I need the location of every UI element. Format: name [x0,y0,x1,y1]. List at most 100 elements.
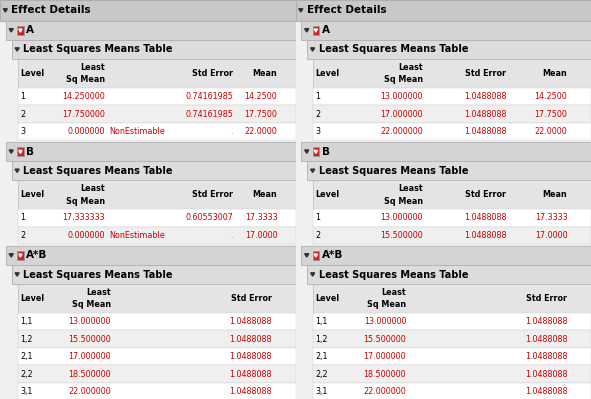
Bar [313,284,591,313]
Polygon shape [305,254,309,257]
Bar [18,59,296,88]
Text: Least: Least [80,184,105,193]
Text: 14.2500: 14.2500 [245,92,277,101]
Bar [0,0,296,21]
Text: 17.7500: 17.7500 [245,110,277,119]
Text: Effect Details: Effect Details [11,5,91,16]
Bar [17,251,24,260]
Text: Sq Mean: Sq Mean [384,75,423,84]
Bar [313,251,319,260]
Text: Least: Least [86,288,111,296]
Text: 1.0488088: 1.0488088 [525,352,567,361]
Text: 14.2500: 14.2500 [534,92,567,101]
Text: B: B [26,146,34,157]
Text: Level: Level [20,294,44,303]
Bar [313,88,591,105]
Text: 2,2: 2,2 [20,370,33,379]
Polygon shape [15,48,19,51]
Bar [307,40,591,59]
Polygon shape [298,9,303,12]
Text: 1.0488088: 1.0488088 [525,387,567,396]
Text: 1: 1 [20,213,25,222]
Polygon shape [19,150,22,153]
Bar [12,265,296,284]
Polygon shape [311,169,314,172]
Bar [18,88,296,105]
Text: 17.3333: 17.3333 [535,213,567,222]
Polygon shape [4,9,7,12]
Text: Least Squares Means Table: Least Squares Means Table [319,166,468,176]
Text: Level: Level [316,69,340,78]
Polygon shape [15,273,19,276]
Text: A: A [322,25,330,36]
Bar [313,26,319,35]
Polygon shape [314,29,317,32]
Bar [313,123,591,140]
Text: 1: 1 [316,92,320,101]
Text: 3,1: 3,1 [316,387,328,396]
Bar [18,365,296,383]
Text: 17.7500: 17.7500 [534,110,567,119]
Bar [313,383,591,399]
Text: Std Error: Std Error [231,294,272,303]
Bar [18,383,296,399]
Text: Least Squares Means Table: Least Squares Means Table [319,269,468,280]
Text: A*B: A*B [322,250,343,261]
Text: A: A [26,25,34,36]
Text: 3: 3 [20,127,25,136]
Bar [301,21,591,40]
Text: 1.0488088: 1.0488088 [229,370,272,379]
Polygon shape [9,254,13,257]
Text: 1,2: 1,2 [20,335,33,344]
Text: Sq Mean: Sq Mean [66,75,105,84]
Text: Sq Mean: Sq Mean [367,300,406,309]
Bar [313,227,591,244]
Bar [313,365,591,383]
Text: 0.74161985: 0.74161985 [185,92,233,101]
Polygon shape [311,273,314,276]
Text: 18.500000: 18.500000 [363,370,406,379]
Text: 1: 1 [316,213,320,222]
Text: 17.000000: 17.000000 [68,352,111,361]
Text: Least: Least [398,184,423,193]
Text: 3: 3 [316,127,320,136]
Text: Mean: Mean [252,69,277,78]
Text: 0.60553007: 0.60553007 [185,213,233,222]
Text: 1.0488088: 1.0488088 [525,335,567,344]
Text: 1,1: 1,1 [20,317,33,326]
Polygon shape [15,169,19,172]
Text: 22.000000: 22.000000 [363,387,406,396]
Text: 15.500000: 15.500000 [68,335,111,344]
Text: Level: Level [20,69,44,78]
Text: Least: Least [398,63,423,71]
Bar [18,180,296,209]
Text: 1.0488088: 1.0488088 [464,231,506,240]
Bar [18,313,296,330]
Text: 1.0488088: 1.0488088 [464,127,506,136]
Text: NonEstimable: NonEstimable [109,127,165,136]
Polygon shape [314,254,317,257]
Bar [301,142,591,161]
Text: Least: Least [80,63,105,71]
Text: Sq Mean: Sq Mean [72,300,111,309]
Text: 17.750000: 17.750000 [62,110,105,119]
Text: 0.000000: 0.000000 [67,231,105,240]
Text: 13.000000: 13.000000 [363,317,406,326]
Text: Level: Level [20,190,44,199]
Text: 1.0488088: 1.0488088 [229,387,272,396]
Polygon shape [305,29,309,32]
Bar [18,330,296,348]
Text: 0.000000: 0.000000 [67,127,105,136]
Polygon shape [9,150,13,153]
Bar [301,246,591,265]
Text: 1.0488088: 1.0488088 [525,370,567,379]
Bar [307,265,591,284]
Bar [313,330,591,348]
Text: 2: 2 [20,231,25,240]
Text: Std Error: Std Error [192,190,233,199]
Text: Std Error: Std Error [465,190,506,199]
Text: 2: 2 [20,110,25,119]
Text: Effect Details: Effect Details [307,5,387,16]
Bar [313,180,591,209]
Text: 13.000000: 13.000000 [68,317,111,326]
